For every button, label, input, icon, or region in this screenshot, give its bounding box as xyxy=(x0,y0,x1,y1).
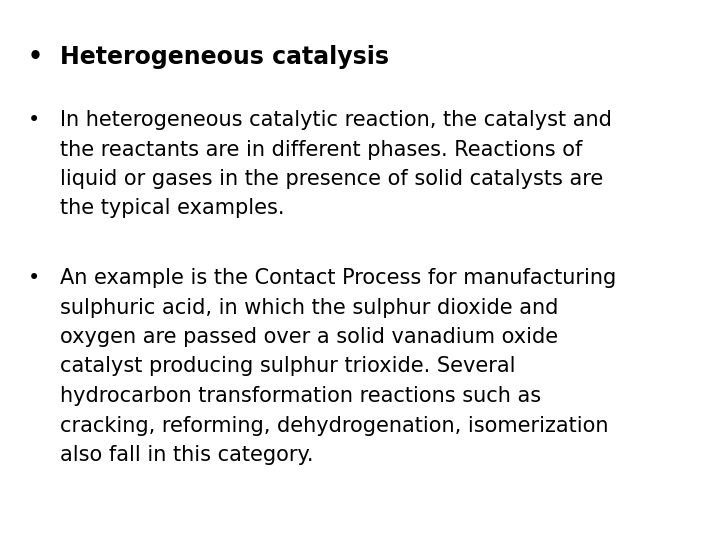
Text: the reactants are in different phases. Reactions of: the reactants are in different phases. R… xyxy=(60,139,582,159)
Text: •: • xyxy=(28,45,43,69)
Text: oxygen are passed over a solid vanadium oxide: oxygen are passed over a solid vanadium … xyxy=(60,327,558,347)
Text: sulphuric acid, in which the sulphur dioxide and: sulphuric acid, in which the sulphur dio… xyxy=(60,298,559,318)
Text: •: • xyxy=(28,268,40,288)
Text: •: • xyxy=(28,110,40,130)
Text: Heterogeneous catalysis: Heterogeneous catalysis xyxy=(60,45,389,69)
Text: also fall in this category.: also fall in this category. xyxy=(60,445,313,465)
Text: In heterogeneous catalytic reaction, the catalyst and: In heterogeneous catalytic reaction, the… xyxy=(60,110,612,130)
Text: the typical examples.: the typical examples. xyxy=(60,199,284,219)
Text: An example is the Contact Process for manufacturing: An example is the Contact Process for ma… xyxy=(60,268,616,288)
Text: cracking, reforming, dehydrogenation, isomerization: cracking, reforming, dehydrogenation, is… xyxy=(60,415,608,435)
Text: catalyst producing sulphur trioxide. Several: catalyst producing sulphur trioxide. Sev… xyxy=(60,356,516,376)
Text: hydrocarbon transformation reactions such as: hydrocarbon transformation reactions suc… xyxy=(60,386,541,406)
Text: liquid or gases in the presence of solid catalysts are: liquid or gases in the presence of solid… xyxy=(60,169,603,189)
